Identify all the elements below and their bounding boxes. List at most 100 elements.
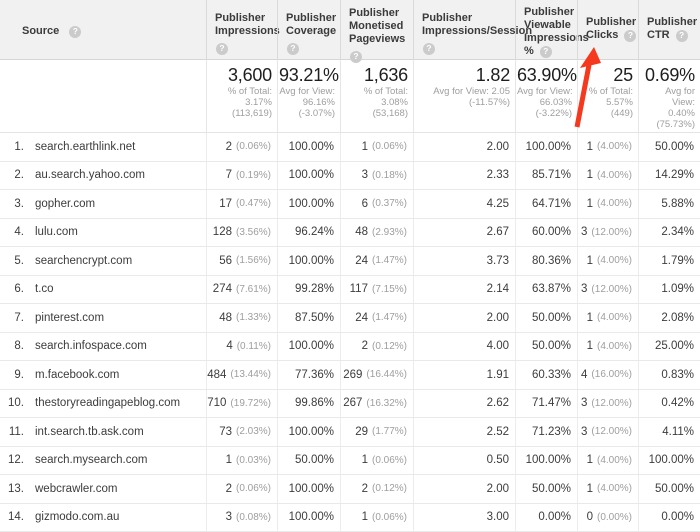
impressions-value: 2 bbox=[225, 140, 232, 153]
summary-value: 25 bbox=[613, 65, 633, 85]
clicks-value: 0 bbox=[586, 511, 593, 524]
table-row: 7. pinterest.com 48 (1.33%) 87.50% 24 (1… bbox=[0, 304, 700, 333]
impressions-session-cell: 2.00 bbox=[413, 304, 515, 332]
monetised-percent: (1.77%) bbox=[371, 426, 407, 438]
column-header-publisher-coverage[interactable]: Publisher Coverage ? bbox=[277, 0, 340, 63]
row-rank: 10. bbox=[8, 397, 24, 410]
source-cell: 10. thestoryreadingapeblog.com bbox=[0, 390, 206, 418]
help-icon[interactable]: ? bbox=[287, 42, 299, 55]
monetised-percent: (7.15%) bbox=[371, 283, 407, 295]
ctr-value: 0.83% bbox=[661, 368, 694, 381]
impressions-session-value: 2.52 bbox=[486, 425, 509, 438]
ctr-value: 50.00% bbox=[654, 482, 694, 495]
monetised-pageviews-cell: 2 (0.12%) bbox=[340, 332, 413, 360]
monetised-percent: (0.06%) bbox=[371, 511, 407, 523]
clicks-value: 1 bbox=[586, 311, 593, 324]
clicks-percent: (4.00%) bbox=[596, 141, 632, 153]
column-header-publisher-clicks[interactable]: Publisher Clicks ? bbox=[577, 0, 638, 63]
ctr-cell: 5.88% bbox=[638, 190, 700, 218]
summary-subline: % of Total: bbox=[363, 86, 408, 97]
help-icon[interactable]: ? bbox=[675, 29, 688, 42]
clicks-value: 3 bbox=[581, 283, 588, 296]
clicks-cell: 1 (4.00%) bbox=[577, 475, 638, 503]
viewable-value: 50.00% bbox=[531, 482, 571, 495]
clicks-percent: (16.00%) bbox=[591, 369, 632, 381]
ctr-value: 0.00% bbox=[661, 511, 694, 524]
ctr-value: 2.08% bbox=[661, 311, 694, 324]
summary-subline: % of Total: bbox=[227, 86, 272, 97]
table-row: 10. thestoryreadingapeblog.com 710 (19.7… bbox=[0, 389, 700, 418]
column-header-publisher-impressions-session[interactable]: Publisher Impressions/Session ? bbox=[413, 0, 532, 63]
impressions-percent: (19.72%) bbox=[230, 397, 271, 409]
impressions-session-value: 0.50 bbox=[486, 454, 509, 467]
row-rank: 7. bbox=[14, 311, 24, 324]
summary-subline: (53,168) bbox=[372, 108, 408, 119]
column-header-publisher-monetised-pageviews[interactable]: Publisher Monetised Pageviews ? bbox=[340, 0, 413, 63]
source-domain: gizmodo.com.au bbox=[35, 511, 120, 524]
monetised-percent: (1.47%) bbox=[371, 255, 407, 267]
clicks-percent: (12.00%) bbox=[591, 426, 632, 438]
viewable-value: 100.00% bbox=[525, 454, 571, 467]
impressions-percent: (1.56%) bbox=[235, 255, 271, 267]
ctr-cell: 0.83% bbox=[638, 361, 700, 389]
help-icon[interactable]: ? bbox=[423, 42, 435, 55]
coverage-cell: 99.86% bbox=[277, 389, 340, 417]
summary-subline: Avg for View: bbox=[517, 86, 573, 97]
impressions-cell: 7 (0.19%) bbox=[206, 161, 277, 189]
column-header-publisher-impressions[interactable]: Publisher Impressions ? bbox=[206, 0, 280, 63]
viewable-value: 63.87% bbox=[531, 283, 571, 296]
ctr-cell: 50.00% bbox=[638, 475, 700, 503]
clicks-cell: 3 (12.00%) bbox=[577, 218, 638, 246]
help-icon[interactable]: ? bbox=[216, 42, 228, 55]
row-rank: 1. bbox=[14, 140, 24, 153]
clicks-percent: (4.00%) bbox=[596, 312, 632, 324]
ctr-value: 5.88% bbox=[661, 197, 694, 210]
viewable-value: 85.71% bbox=[531, 169, 571, 182]
monetised-value: 267 bbox=[343, 397, 363, 410]
coverage-cell: 100.00% bbox=[277, 161, 340, 189]
coverage-value: 100.00% bbox=[288, 340, 334, 353]
impressions-percent: (0.03%) bbox=[235, 454, 271, 466]
row-rank: 3. bbox=[14, 197, 24, 210]
impressions-value: 274 bbox=[212, 283, 232, 296]
clicks-value: 3 bbox=[581, 397, 588, 410]
header-line: Publisher bbox=[286, 12, 337, 24]
column-header-publisher-ctr[interactable]: Publisher CTR ? bbox=[638, 0, 700, 63]
column-header-publisher-viewable-impressions[interactable]: Publisher Viewable Impressions % ? bbox=[515, 0, 589, 63]
help-icon[interactable]: ? bbox=[350, 50, 362, 63]
clicks-cell: 1 (4.00%) bbox=[577, 304, 638, 332]
viewable-value: 64.71% bbox=[531, 197, 571, 210]
coverage-value: 100.00% bbox=[288, 425, 334, 438]
header-percent-label: % bbox=[524, 45, 534, 57]
summary-monetised: 1,636 % of Total: 3.08% (53,168) bbox=[340, 60, 413, 132]
column-header-source[interactable]: Source ? bbox=[0, 0, 206, 63]
viewable-impressions-cell: 71.23% bbox=[515, 418, 577, 446]
monetised-percent: (1.47%) bbox=[371, 312, 407, 324]
impressions-session-cell: 2.33 bbox=[413, 161, 515, 189]
clicks-cell: 3 (12.00%) bbox=[577, 418, 638, 446]
monetised-pageviews-cell: 1 (0.06%) bbox=[340, 503, 413, 531]
summary-value: 1.82 bbox=[475, 65, 510, 85]
help-icon[interactable]: ? bbox=[69, 25, 82, 38]
monetised-value: 3 bbox=[361, 169, 368, 182]
help-icon[interactable]: ? bbox=[624, 29, 637, 42]
monetised-value: 29 bbox=[355, 425, 368, 438]
viewable-value: 71.23% bbox=[531, 425, 571, 438]
viewable-value: 60.33% bbox=[531, 368, 571, 381]
coverage-cell: 100.00% bbox=[277, 475, 340, 503]
clicks-percent: (4.00%) bbox=[596, 483, 632, 495]
monetised-value: 2 bbox=[361, 482, 368, 495]
header-line: CTR bbox=[647, 29, 670, 41]
help-icon[interactable]: ? bbox=[539, 45, 552, 58]
summary-source-cell bbox=[0, 60, 206, 132]
summary-subline: (-3.22%) bbox=[535, 108, 572, 119]
monetised-pageviews-cell: 269 (16.44%) bbox=[340, 361, 413, 389]
source-domain: m.facebook.com bbox=[35, 368, 120, 381]
coverage-value: 87.50% bbox=[294, 311, 334, 324]
summary-subline: Avg for View: bbox=[279, 86, 335, 97]
monetised-pageviews-cell: 24 (1.47%) bbox=[340, 247, 413, 275]
impressions-session-value: 2.00 bbox=[486, 140, 509, 153]
ctr-value: 100.00% bbox=[648, 454, 694, 467]
viewable-impressions-cell: 100.00% bbox=[515, 446, 577, 474]
coverage-value: 99.86% bbox=[294, 397, 334, 410]
